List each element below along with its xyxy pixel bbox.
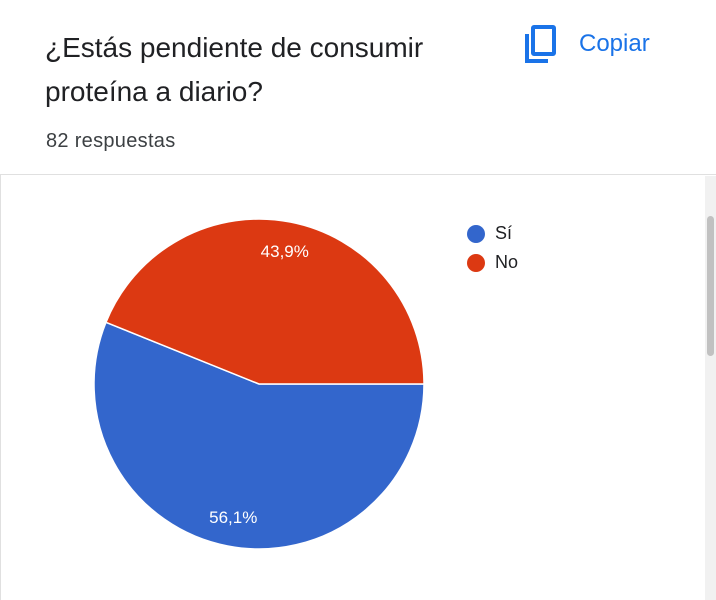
response-count: 82 respuestas [46,130,176,152]
card-border [0,175,1,600]
legend-label: Sí [495,223,513,243]
pie-chart: 56,1% 43,9% [93,218,425,550]
legend-swatch [467,224,485,243]
pie-slice-1[interactable] [104,218,425,385]
copy-label: Copiar [579,30,650,57]
pie-label-1: 43,9% [261,242,309,261]
scrollbar[interactable] [705,176,716,600]
copy-button[interactable]: Copiar [524,24,650,64]
question-title: ¿Estás pendiente de consumir proteína a … [45,32,424,107]
copy-icon [524,25,556,63]
legend-item-0: Sí [467,219,518,248]
divider [0,174,716,175]
chart-area: 56,1% 43,9% Sí No [0,176,705,600]
scrollbar-thumb[interactable] [707,216,714,356]
pie-slice-0[interactable] [93,321,425,550]
legend: Sí No [467,219,518,277]
legend-swatch [467,253,485,272]
legend-item-1: No [467,248,518,277]
pie-label-0: 56,1% [209,508,257,527]
legend-label: No [495,252,519,272]
